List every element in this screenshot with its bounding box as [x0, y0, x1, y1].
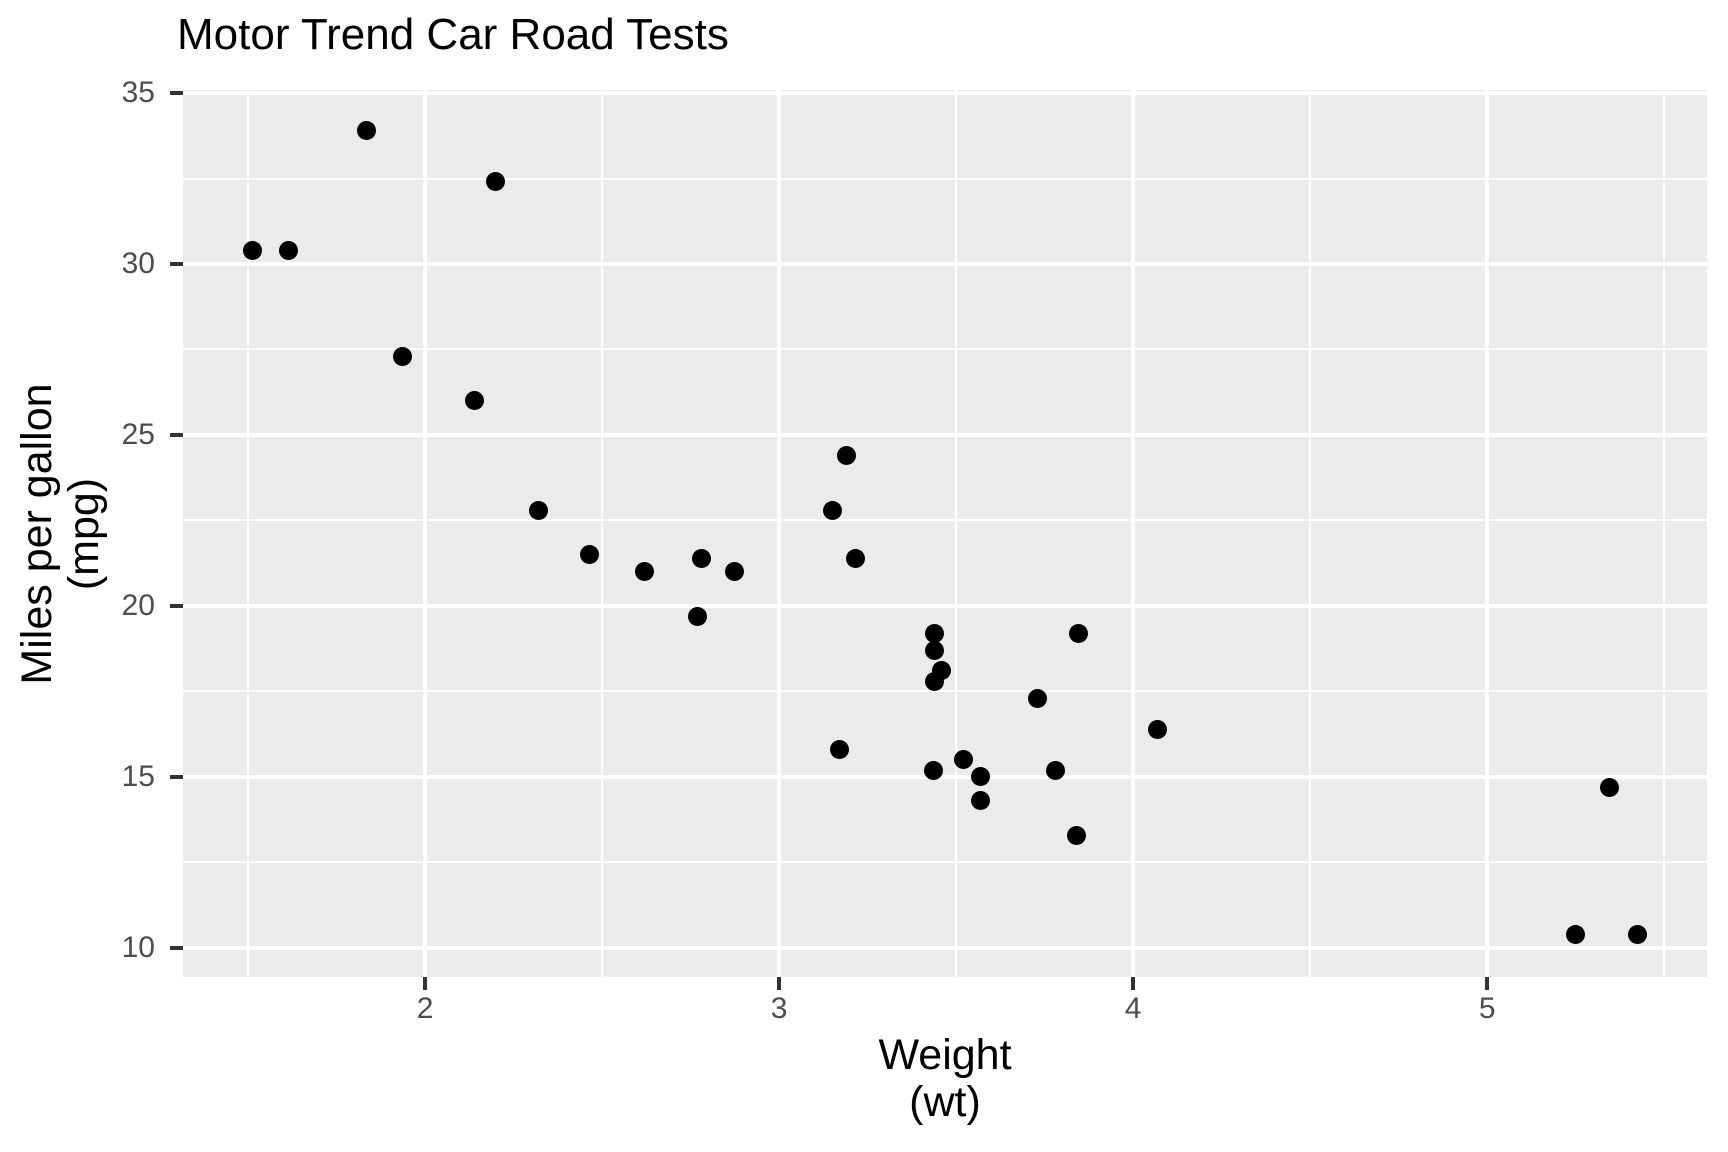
data-point: [925, 623, 945, 643]
gridline-major-y: [183, 604, 1707, 608]
y-axis-tick: [170, 433, 183, 437]
data-point: [725, 562, 745, 582]
data-point: [925, 640, 945, 660]
data-point: [845, 548, 865, 568]
gridline-minor-y: [183, 690, 1707, 693]
gridline-major-y: [183, 946, 1707, 950]
y-axis-tick: [170, 91, 183, 95]
gridline-major-x: [423, 90, 427, 977]
data-point: [1566, 924, 1586, 944]
y-axis-tick-label: 15: [121, 759, 155, 793]
y-axis-tick: [170, 604, 183, 608]
gridline-minor-x: [1663, 90, 1666, 977]
gridline-minor-y: [183, 861, 1707, 864]
data-point: [1045, 760, 1065, 780]
y-axis-tick-label: 20: [121, 588, 155, 622]
data-point: [836, 445, 856, 465]
gridline-minor-y: [183, 348, 1707, 351]
data-point: [1599, 777, 1619, 797]
gridline-major-x: [1485, 90, 1489, 977]
y-axis-tick-label: 10: [121, 930, 155, 964]
data-point: [243, 240, 263, 260]
gridline-major-y: [183, 433, 1707, 437]
data-point: [691, 548, 711, 568]
data-point: [953, 750, 973, 770]
data-point: [971, 767, 991, 787]
y-axis-tick: [170, 775, 183, 779]
data-point: [925, 671, 945, 691]
x-axis-tick-label: 4: [1124, 992, 1142, 1025]
x-axis-tick: [423, 977, 427, 990]
data-point: [923, 760, 943, 780]
data-point: [580, 545, 600, 565]
x-axis-tick: [1485, 977, 1489, 990]
y-axis-tick-label: 35: [121, 76, 155, 109]
data-point: [688, 606, 708, 626]
data-point: [1067, 825, 1086, 845]
y-axis-tick: [170, 262, 183, 266]
gridline-major-y: [183, 775, 1707, 779]
x-axis-title-line1: Weight: [878, 1031, 1012, 1079]
x-axis-tick-label: 2: [416, 992, 434, 1025]
plot-panel: [183, 90, 1707, 977]
x-axis-tick: [777, 977, 781, 990]
data-point: [822, 500, 842, 520]
x-axis-tick: [1131, 977, 1135, 990]
gridline-major-x: [777, 90, 781, 977]
x-axis-tick-label: 5: [1478, 992, 1496, 1025]
x-axis-tick-label: 3: [770, 992, 788, 1025]
data-point: [279, 240, 299, 260]
data-point: [465, 391, 485, 411]
gridline-major-y: [183, 262, 1707, 266]
data-point: [1068, 623, 1088, 643]
data-point: [1028, 688, 1048, 708]
y-axis-tick-label: 30: [121, 246, 155, 280]
x-axis-title-line2: (wt): [909, 1078, 981, 1126]
gridline-minor-x: [247, 90, 250, 977]
plot-title: Motor Trend Car Road Tests: [177, 10, 729, 59]
data-point: [528, 500, 548, 520]
y-axis-tick-label: 25: [121, 417, 155, 451]
gridline-minor-y: [183, 177, 1707, 180]
data-point: [635, 562, 655, 582]
data-point: [1627, 924, 1647, 944]
gridline-minor-x: [601, 90, 604, 977]
gridline-major-y: [183, 91, 1707, 95]
gridline-minor-y: [183, 519, 1707, 522]
x-axis-title: Weight (wt): [878, 1032, 1011, 1126]
gridline-minor-x: [1309, 90, 1312, 977]
y-axis-tick: [170, 946, 183, 950]
data-point: [486, 172, 506, 192]
data-point: [971, 791, 991, 811]
gridline-major-x: [1131, 90, 1135, 977]
data-point: [392, 346, 412, 366]
data-point: [1148, 719, 1168, 739]
data-point: [829, 740, 849, 760]
data-point: [357, 121, 377, 141]
gridline-minor-x: [955, 90, 958, 977]
